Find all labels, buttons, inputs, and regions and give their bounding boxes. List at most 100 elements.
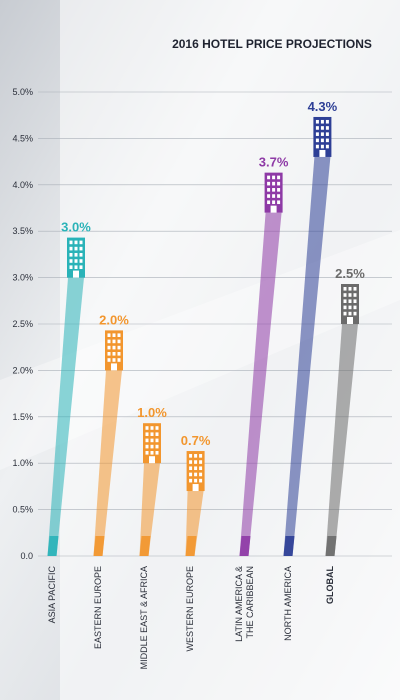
category-label-line: THE CARIBBEAN [245, 566, 255, 639]
building-window [117, 358, 121, 362]
value-label: 2.5% [335, 266, 365, 281]
building-window [320, 132, 324, 136]
building-window [145, 438, 149, 443]
building-window [343, 305, 347, 310]
building-window [69, 253, 73, 257]
building-icon [341, 284, 359, 324]
building-window [267, 175, 271, 180]
building-window [145, 432, 149, 436]
category-label: EASTERN EUROPE [93, 566, 103, 649]
bars [47, 156, 358, 556]
building-window [69, 246, 73, 251]
building-window [348, 287, 352, 291]
building-window [199, 472, 203, 477]
category-label: LATIN AMERICA &THE CARIBBEAN [234, 566, 255, 642]
category-label: ASIA PACIFIC [47, 566, 57, 624]
building-window [112, 345, 116, 350]
building-window [348, 311, 352, 316]
bar [139, 463, 160, 556]
building-window [353, 287, 357, 291]
building-window [320, 119, 324, 124]
building-window [325, 138, 329, 143]
building-window [79, 265, 83, 269]
value-label: 1.0% [137, 405, 167, 420]
building-window [315, 119, 319, 124]
building-door [149, 456, 155, 464]
value-label: 3.7% [259, 155, 289, 170]
building-icon [313, 116, 332, 157]
bar-base [185, 536, 197, 556]
building-window [189, 478, 193, 483]
building-window [343, 287, 347, 291]
y-tick-label: 1.5% [12, 412, 33, 422]
category-label: GLOBAL [325, 566, 335, 604]
building-window [74, 246, 78, 251]
building-window [74, 240, 78, 245]
building-icon [67, 237, 85, 278]
building-window [74, 253, 78, 257]
building-window [74, 265, 78, 269]
building-window [155, 444, 159, 449]
building-window [277, 181, 281, 186]
building-window [145, 451, 149, 455]
category-label: WESTERN EUROPE [185, 566, 195, 652]
building-window [353, 311, 357, 316]
y-tick-label: 4.0% [12, 180, 33, 190]
building-window [155, 438, 159, 443]
bar-base [239, 536, 251, 556]
bar [47, 277, 84, 556]
building-window [117, 339, 121, 344]
value-label: 0.7% [181, 433, 211, 448]
building-window [199, 454, 203, 458]
y-tick-label: 3.0% [12, 273, 33, 283]
building-window [79, 240, 83, 245]
building-icons [67, 116, 359, 492]
building-window [79, 259, 83, 263]
building-window [325, 126, 329, 130]
building-window [194, 466, 198, 471]
building-window [348, 305, 352, 310]
category-label: NORTH AMERICA [283, 566, 293, 641]
category-label-line: LATIN AMERICA & [234, 566, 244, 642]
building-door [73, 270, 79, 278]
grid: 0.0 0.5% 1.0% 1.5% 2.0% 2.5% 3.0% 3.5% 4.0% 4.5% 5… [12, 87, 392, 561]
y-tick-label: 0.0 [20, 551, 33, 561]
building-window [272, 194, 276, 198]
y-tick-label: 5.0% [12, 87, 33, 97]
building-window [107, 339, 111, 344]
building-window [267, 200, 271, 205]
building-window [320, 126, 324, 130]
building-window [150, 432, 154, 436]
building-window [267, 188, 271, 192]
building-window [117, 333, 121, 337]
bar [93, 370, 122, 556]
y-tick-label: 2.0% [12, 365, 33, 375]
building-window [117, 352, 121, 356]
building-window [189, 454, 193, 458]
building-window [69, 265, 73, 269]
building-window [79, 246, 83, 251]
category-labels: ASIA PACIFIC EASTERN EUROPE MIDDLE EAST & … [47, 566, 335, 670]
building-window [348, 299, 352, 303]
building-window [277, 194, 281, 198]
category-label: MIDDLE EAST & AFRICA [139, 566, 149, 669]
building-door [347, 317, 353, 324]
background-streak [0, 230, 400, 470]
building-window [145, 444, 149, 449]
y-tick-label: 2.5% [12, 319, 33, 329]
building-window [267, 194, 271, 198]
building-window [145, 426, 149, 430]
building-window [194, 460, 198, 464]
building-window [69, 240, 73, 245]
value-label: 3.0% [61, 220, 91, 235]
building-window [107, 333, 111, 337]
building-window [277, 175, 281, 180]
building-window [194, 472, 198, 477]
building-window [150, 451, 154, 455]
building-window [343, 299, 347, 303]
building-window [315, 138, 319, 143]
building-window [343, 311, 347, 316]
building-door [111, 363, 117, 371]
building-window [112, 352, 116, 356]
building-door [270, 205, 277, 213]
